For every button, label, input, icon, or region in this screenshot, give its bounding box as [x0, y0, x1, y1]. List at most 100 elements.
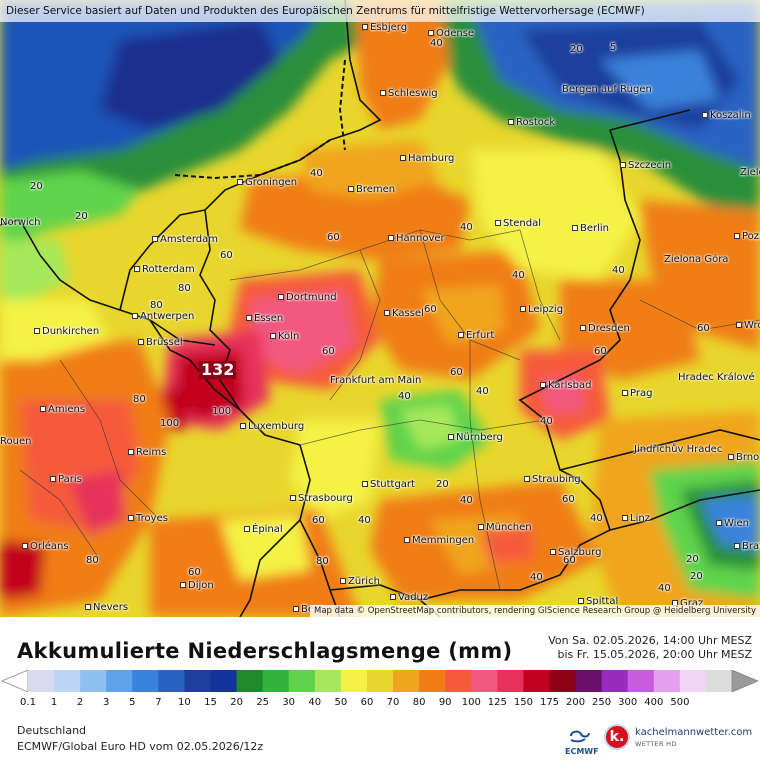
legend-tick-label: 10 — [178, 697, 191, 708]
city-label: Troyes — [128, 513, 168, 524]
city-dot-icon — [362, 24, 368, 30]
region-label: Deutschland — [17, 724, 87, 737]
kachelmann-subtitle: WETTER HD — [635, 740, 677, 748]
city-label: Norwich — [0, 217, 41, 228]
city-label: Prag — [622, 388, 652, 399]
legend-swatch — [210, 670, 237, 692]
city-dot-icon — [132, 313, 138, 319]
city-dot-icon — [580, 325, 586, 331]
contour-label: 60 — [594, 346, 607, 357]
legend-tick-label: 30 — [282, 697, 296, 708]
city-label: Stuttgart — [362, 479, 415, 490]
city-label: Kassel — [384, 308, 424, 319]
city-dot-icon — [85, 604, 91, 610]
max-value-label: 132 — [199, 360, 237, 379]
legend-swatch — [158, 670, 185, 692]
city-label: Dortmund — [278, 292, 337, 303]
city-dot-icon — [340, 578, 346, 584]
map-title: Akkumulierte Niederschlagsmenge (mm) — [17, 639, 513, 663]
city-dot-icon — [572, 225, 578, 231]
contour-label: 40 — [658, 583, 671, 594]
city-label: Épinal — [244, 524, 283, 535]
legend-swatch — [340, 670, 368, 692]
legend-swatch — [314, 670, 342, 692]
legend-swatch — [262, 670, 290, 692]
legend-tick-label: 90 — [438, 697, 452, 708]
map-attribution[interactable]: Map data © OpenStreetMap contributors, r… — [310, 605, 760, 617]
city-dot-icon — [246, 315, 252, 321]
city-label: Spittal — [578, 596, 618, 607]
city-dot-icon — [728, 454, 734, 460]
city-label: Rouen — [0, 436, 32, 447]
city-label: Dijon — [180, 580, 214, 591]
city-dot-icon — [550, 549, 556, 555]
legend-swatch — [132, 670, 159, 692]
city-label: Groningen — [237, 177, 297, 188]
legend-tick-label: 100 — [461, 697, 481, 708]
city-dot-icon — [734, 233, 740, 239]
city-dot-icon — [362, 481, 368, 487]
legend-swatch — [288, 670, 316, 692]
city-dot-icon — [138, 339, 144, 345]
legend-tick-label: 2 — [76, 697, 84, 708]
city-label: Essen — [246, 313, 283, 324]
legend-tick-label: 60 — [360, 697, 374, 708]
city-dot-icon — [134, 266, 140, 272]
city-dot-icon — [50, 476, 56, 482]
kachelmann-k-icon: k. — [604, 724, 630, 750]
city-label: Amsterdam — [152, 234, 218, 245]
contour-label: 100 — [212, 406, 232, 417]
city-dot-icon — [520, 306, 526, 312]
contour-label: 40 — [540, 416, 553, 427]
contour-label: 5 — [610, 42, 617, 53]
city-label: Karlsbad — [540, 380, 591, 391]
legend-tick-label: 40 — [308, 697, 322, 708]
legend-tick-label: 300 — [618, 697, 638, 708]
city-label: Dresden — [580, 323, 630, 334]
legend-tick-label: 1 — [50, 697, 58, 708]
city-dot-icon — [152, 236, 158, 242]
contour-label: 20 — [690, 571, 703, 582]
contour-label: 40 — [590, 513, 603, 524]
ecmwf-logo[interactable]: ECMWF — [565, 728, 599, 756]
city-dot-icon — [240, 423, 246, 429]
contour-label: 40 — [530, 572, 543, 583]
city-label: Esbjerg — [362, 22, 407, 33]
city-dot-icon — [400, 155, 406, 161]
city-label: Reims — [128, 447, 166, 458]
legend-swatch — [184, 670, 211, 692]
coastline — [174, 59, 346, 180]
legend-swatch — [653, 670, 681, 692]
legend-swatch — [471, 670, 498, 692]
contour-label: 80 — [133, 394, 146, 405]
city-label: Orléans — [22, 541, 69, 552]
city-dot-icon — [348, 186, 354, 192]
contour-label: 100 — [160, 418, 180, 429]
legend-swatch — [106, 670, 133, 692]
contour-label: 60 — [220, 250, 233, 261]
legend-tick-label: 7 — [155, 697, 162, 708]
city-dot-icon — [293, 606, 299, 612]
city-label: Linz — [622, 513, 650, 524]
contour-label: 20 — [436, 479, 449, 490]
city-label: Odense — [428, 28, 474, 39]
city-label: Köln — [270, 331, 299, 342]
legend-tick-label: 15 — [204, 697, 217, 708]
legend-swatch — [705, 670, 733, 692]
contour-label: 60 — [424, 304, 437, 315]
precipitation-map[interactable]: Dieser Service basiert auf Daten und Pro… — [0, 0, 760, 617]
contour-label: 40 — [512, 270, 525, 281]
city-dot-icon — [128, 449, 134, 455]
city-label: München — [478, 522, 532, 533]
contour-label: 20 — [686, 554, 699, 565]
city-dot-icon — [128, 515, 134, 521]
city-label: Bergen auf Rügen — [562, 84, 652, 95]
legend-tick-label: 0.1 — [20, 697, 36, 708]
legend-swatch — [419, 670, 446, 692]
legend-swatch — [54, 670, 81, 692]
kachelmann-logo[interactable]: k. kachelmannwetter.com WETTER HD — [604, 724, 754, 754]
city-label: Paris — [50, 474, 82, 485]
contour-label: 60 — [322, 346, 335, 357]
legend-swatch — [80, 670, 107, 692]
legend-swatch — [679, 670, 707, 692]
